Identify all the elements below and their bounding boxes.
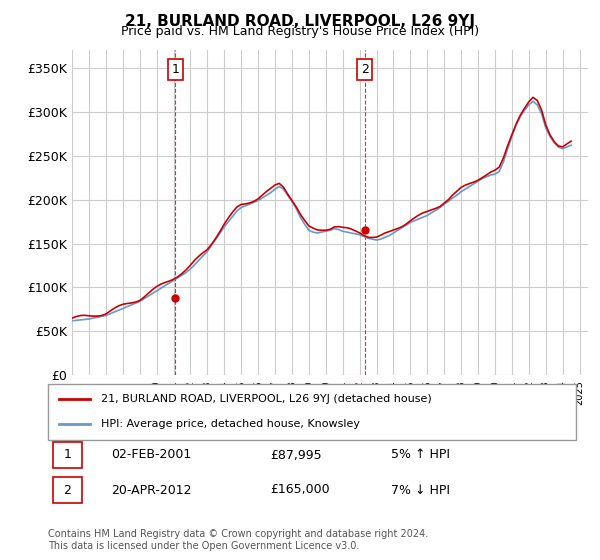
FancyBboxPatch shape xyxy=(53,477,82,503)
Text: 21, BURLAND ROAD, LIVERPOOL, L26 9YJ: 21, BURLAND ROAD, LIVERPOOL, L26 9YJ xyxy=(125,14,475,29)
FancyBboxPatch shape xyxy=(53,442,82,468)
Text: Price paid vs. HM Land Registry's House Price Index (HPI): Price paid vs. HM Land Registry's House … xyxy=(121,25,479,38)
Text: £87,995: £87,995 xyxy=(270,449,322,461)
Text: 02-FEB-2001: 02-FEB-2001 xyxy=(112,449,191,461)
Text: £165,000: £165,000 xyxy=(270,483,329,497)
Text: 21, BURLAND ROAD, LIVERPOOL, L26 9YJ (detached house): 21, BURLAND ROAD, LIVERPOOL, L26 9YJ (de… xyxy=(101,394,431,404)
Text: 20-APR-2012: 20-APR-2012 xyxy=(112,483,192,497)
Text: HPI: Average price, detached house, Knowsley: HPI: Average price, detached house, Know… xyxy=(101,419,360,429)
Text: 2: 2 xyxy=(361,63,368,76)
Text: 1: 1 xyxy=(64,449,71,461)
FancyBboxPatch shape xyxy=(48,384,576,440)
Text: Contains HM Land Registry data © Crown copyright and database right 2024.
This d: Contains HM Land Registry data © Crown c… xyxy=(48,529,428,551)
Text: 5% ↑ HPI: 5% ↑ HPI xyxy=(391,449,450,461)
Text: 7% ↓ HPI: 7% ↓ HPI xyxy=(391,483,450,497)
Text: 2: 2 xyxy=(64,483,71,497)
Text: 1: 1 xyxy=(171,63,179,76)
